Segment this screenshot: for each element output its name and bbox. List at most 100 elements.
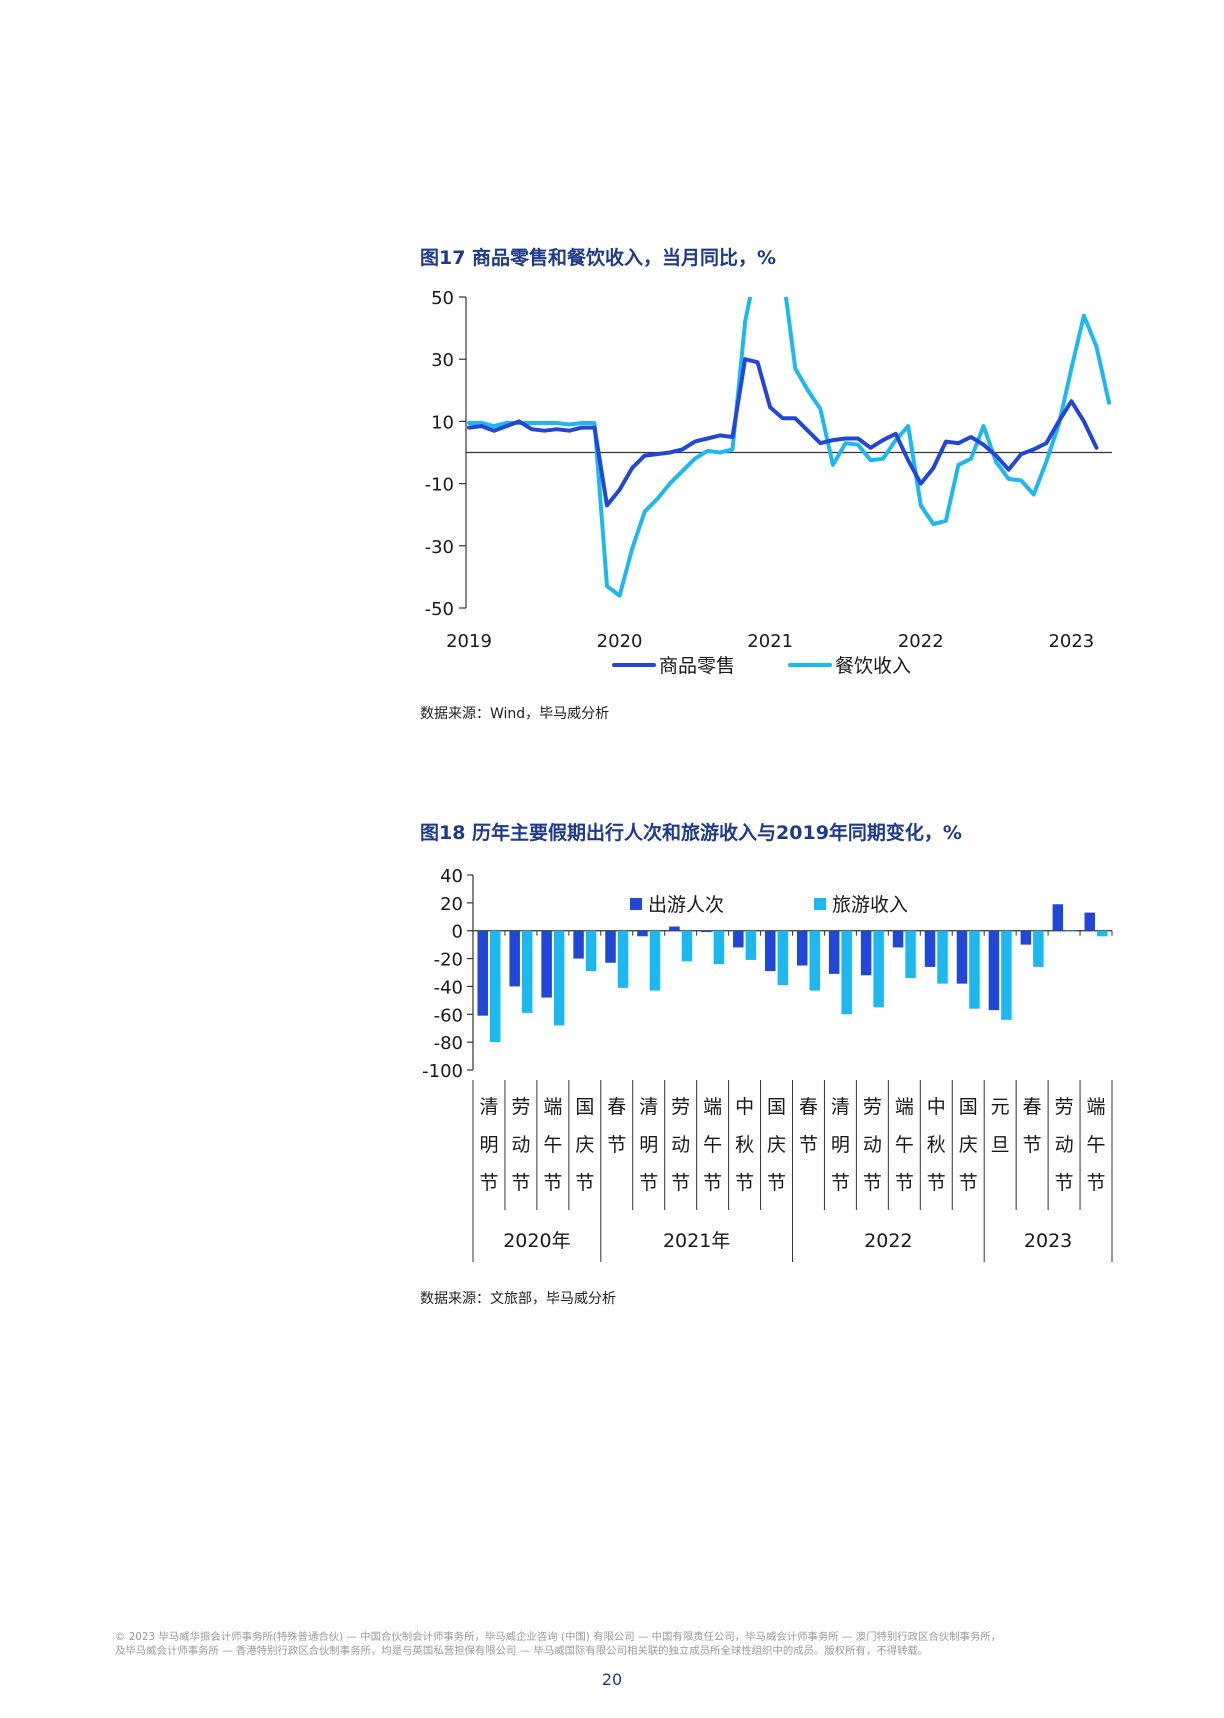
- category-label-char: 节: [863, 1172, 882, 1194]
- category-label-char: 明: [639, 1134, 658, 1156]
- y-tick-label: -50: [425, 599, 454, 620]
- y-tick-label: -60: [434, 1005, 463, 1026]
- bar-visitors: [701, 930, 712, 933]
- bar-visitors: [1020, 930, 1032, 945]
- footer-legal-text: © 2023 毕马威华振会计师事务所(特殊普通合伙) — 中国合伙制会计师事务所…: [115, 1630, 1115, 1658]
- bar-revenue: [617, 930, 629, 988]
- figure17-title: 图17 商品零售和餐饮收入，当月同比，%: [420, 247, 777, 269]
- y-tick-label: 10: [431, 412, 454, 433]
- category-label-char: 秋: [927, 1134, 946, 1156]
- category-label-char: 节: [799, 1134, 818, 1156]
- bar-visitors: [956, 930, 968, 984]
- x-tick-label: 2023: [1048, 631, 1094, 652]
- category-label-char: 节: [639, 1172, 658, 1194]
- category-label-char: 节: [703, 1172, 722, 1194]
- bar-visitors: [637, 930, 648, 937]
- category-label-char: 节: [511, 1172, 530, 1194]
- bar-revenue: [905, 930, 916, 979]
- category-label-char: 劳: [863, 1096, 882, 1118]
- bar-visitors: [796, 930, 808, 966]
- bar-revenue: [553, 930, 565, 1026]
- category-label-char: 节: [1023, 1134, 1042, 1156]
- legend-label: 商品零售: [659, 655, 735, 677]
- category-label-char: 动: [671, 1134, 690, 1156]
- category-label-char: 劳: [671, 1096, 690, 1118]
- category-label-char: 节: [735, 1172, 754, 1194]
- category-label-char: 国: [959, 1096, 978, 1118]
- category-label-char: 端: [1087, 1096, 1106, 1118]
- bar-visitors: [573, 930, 584, 959]
- bar-revenue: [649, 930, 661, 991]
- x-tick-label: 2021: [747, 631, 793, 652]
- category-label-char: 春: [799, 1096, 818, 1118]
- x-tick-label: 2020: [597, 631, 643, 652]
- bar-revenue: [873, 930, 884, 1008]
- y-tick-label: 40: [440, 866, 463, 887]
- category-label-char: 节: [831, 1172, 850, 1194]
- category-label-char: 节: [575, 1172, 594, 1194]
- category-label-char: 动: [511, 1134, 530, 1156]
- year-group-label: 2023: [1024, 1230, 1072, 1252]
- category-label-char: 元: [991, 1096, 1010, 1118]
- category-label-char: 节: [1055, 1172, 1074, 1194]
- category-label-char: 春: [607, 1096, 626, 1118]
- y-tick-label: -80: [434, 1033, 463, 1054]
- bar-revenue: [745, 930, 757, 960]
- category-label-char: 节: [607, 1134, 626, 1156]
- footer-legal-line2: 及毕马威会计师事务所 — 香港特别行政区合伙制事务所，均是与英国私营担保有限公司…: [115, 1645, 929, 1657]
- y-tick-label: -20: [434, 950, 463, 971]
- category-label-char: 清: [639, 1096, 658, 1118]
- category-label-char: 劳: [1055, 1096, 1074, 1118]
- y-tick-label: 50: [431, 288, 454, 309]
- bar-revenue: [585, 930, 597, 972]
- figure17-line-chart: 50 30 10 -10 -30 -50 2019 2020 2021 2022 2023 商品零售 餐…: [425, 288, 1112, 677]
- series-line-catering: [467, 297, 1111, 598]
- category-label-char: 劳: [511, 1096, 530, 1118]
- y-tick-label: -10: [425, 475, 454, 496]
- bar-visitors: [1084, 912, 1096, 931]
- bar-revenue: [1065, 930, 1076, 932]
- category-label-char: 动: [1055, 1134, 1074, 1156]
- category-label-char: 明: [479, 1134, 498, 1156]
- bar-revenue: [681, 930, 693, 962]
- category-label-char: 庆: [767, 1134, 786, 1156]
- category-label-char: 国: [575, 1096, 594, 1118]
- bar-visitors: [541, 930, 552, 998]
- x-tick-label: 2022: [898, 631, 944, 652]
- y-tick-label: -30: [425, 537, 454, 558]
- page-number: 20: [601, 1670, 623, 1689]
- bar-revenue: [969, 930, 980, 1009]
- bar-visitors: [988, 930, 1000, 1011]
- category-label-char: 中: [927, 1096, 946, 1118]
- bar-revenue: [841, 930, 852, 1015]
- category-label-char: 清: [479, 1096, 498, 1118]
- category-label-char: 节: [671, 1172, 690, 1194]
- footer-legal-line1: © 2023 毕马威华振会计师事务所(特殊普通合伙) — 中国合伙制会计师事务所…: [115, 1631, 1002, 1643]
- year-group-label: 2020年: [503, 1230, 570, 1252]
- category-label-char: 节: [895, 1172, 914, 1194]
- bar-revenue: [1097, 930, 1108, 937]
- legend-label: 出游人次: [648, 894, 724, 916]
- legend-swatch: [814, 898, 826, 910]
- bar-visitors: [860, 930, 872, 976]
- bar-visitors: [828, 930, 840, 974]
- bar-revenue: [1001, 930, 1012, 1020]
- category-label-char: 旦: [991, 1134, 1010, 1156]
- bar-visitors: [892, 930, 904, 948]
- bar-visitors: [924, 930, 936, 967]
- y-tick-label: 20: [440, 894, 463, 915]
- category-label-char: 节: [927, 1172, 946, 1194]
- legend-label: 餐饮收入: [835, 655, 911, 677]
- year-group-label: 2021年: [663, 1230, 730, 1252]
- legend-swatch: [630, 898, 642, 910]
- category-label-char: 节: [1087, 1172, 1106, 1194]
- category-label-char: 庆: [959, 1134, 978, 1156]
- category-label-char: 端: [895, 1096, 914, 1118]
- figure18-title: 图18 历年主要假期出行人次和旅游收入与2019年同期变化，%: [420, 822, 962, 844]
- bar-revenue: [489, 930, 501, 1043]
- category-label-char: 午: [543, 1134, 562, 1156]
- category-label-char: 节: [479, 1172, 498, 1194]
- bar-revenue: [777, 930, 789, 986]
- bar-revenue: [937, 930, 948, 984]
- bar-visitors: [477, 930, 488, 1016]
